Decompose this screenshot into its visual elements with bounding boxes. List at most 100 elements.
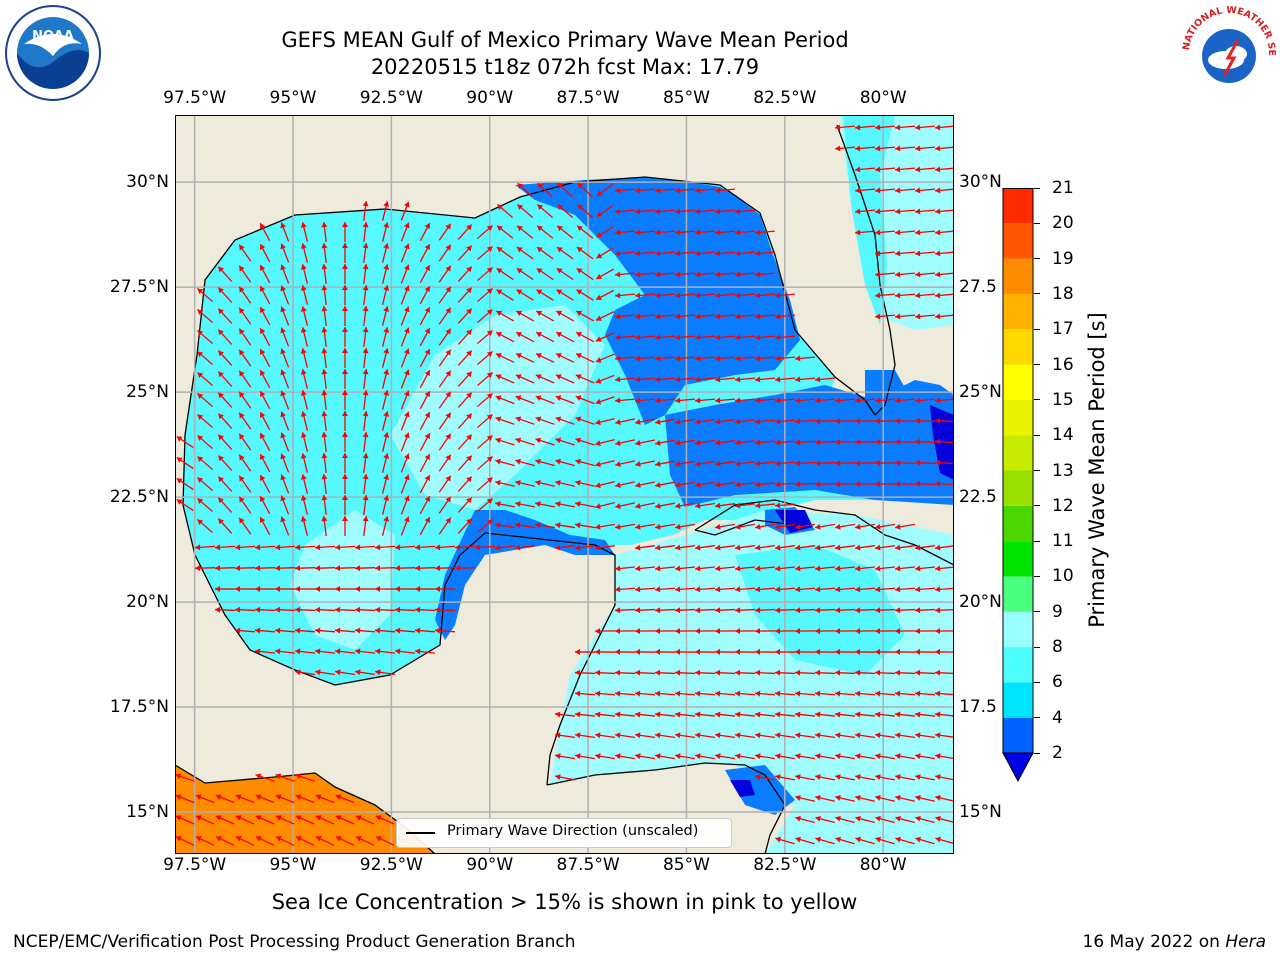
wave-arrow bbox=[400, 285, 410, 305]
wave-arrow bbox=[595, 460, 615, 468]
wave-arrow bbox=[457, 245, 473, 261]
wave-arrow bbox=[197, 455, 213, 471]
wave-arrow bbox=[595, 374, 615, 384]
wave-arrow bbox=[934, 313, 956, 320]
wave-arrow bbox=[635, 544, 655, 551]
wave-arrow bbox=[614, 397, 636, 404]
colorbar-tick-mark bbox=[1034, 505, 1040, 507]
wave-arrow bbox=[234, 565, 256, 572]
wave-arrow bbox=[414, 627, 436, 634]
footer-date: 16 May 2022 on Hera bbox=[1083, 932, 1267, 952]
wave-arrow bbox=[834, 397, 856, 404]
colorbar-tick-mark bbox=[1034, 540, 1040, 542]
wave-arrow bbox=[854, 439, 876, 446]
wave-arrow bbox=[595, 544, 615, 551]
wave-arrow bbox=[894, 565, 916, 572]
wave-arrow bbox=[715, 481, 735, 488]
wave-arrow bbox=[774, 439, 796, 446]
wave-arrow bbox=[934, 586, 956, 593]
pacific-water-17to18 bbox=[175, 765, 435, 854]
wave-arrow bbox=[914, 313, 936, 320]
wave-arrow bbox=[238, 517, 252, 535]
wave-arrow bbox=[381, 222, 390, 242]
wave-arrow bbox=[635, 523, 655, 530]
wave-arrow bbox=[834, 628, 856, 635]
wave-arrow bbox=[438, 349, 452, 367]
wave-arrow bbox=[235, 836, 255, 846]
wave-arrow bbox=[714, 229, 736, 236]
wave-arrow bbox=[217, 476, 233, 492]
wave-arrow bbox=[894, 229, 916, 236]
wave-arrow bbox=[914, 208, 936, 215]
wave-arrow bbox=[914, 438, 936, 445]
wave-arrow bbox=[774, 711, 796, 718]
wave-arrow bbox=[874, 124, 896, 131]
wave-arrow bbox=[515, 353, 535, 363]
lon-tick-bottom-4: 87.5°W bbox=[556, 855, 620, 875]
wave-arrow bbox=[394, 648, 416, 655]
wave-arrow bbox=[774, 669, 796, 676]
wave-arrow bbox=[634, 313, 656, 320]
wave-arrow bbox=[354, 648, 376, 655]
colorbar-cell bbox=[1003, 505, 1033, 542]
wave-arrow bbox=[419, 432, 431, 452]
wave-arrow bbox=[874, 586, 896, 593]
wave-arrow bbox=[854, 145, 876, 152]
wave-arrow bbox=[834, 439, 856, 446]
wave-arrow bbox=[754, 439, 776, 446]
wave-arrow bbox=[300, 264, 309, 284]
colorbar-tick-mark bbox=[1034, 399, 1040, 401]
wave-arrow bbox=[614, 648, 636, 655]
wave-arrow bbox=[535, 353, 555, 363]
wave-arrow bbox=[217, 434, 233, 450]
colorbar-tick-label: 17 bbox=[1052, 319, 1074, 340]
wave-arrow bbox=[516, 246, 534, 260]
wave-arrow bbox=[300, 348, 309, 368]
colorbar-tick-mark bbox=[1034, 717, 1040, 719]
wave-arrow bbox=[374, 565, 396, 572]
wave-arrow bbox=[321, 347, 328, 369]
colorbar-tick-label: 9 bbox=[1052, 601, 1063, 622]
wave-arrow bbox=[935, 794, 955, 802]
wave-arrow bbox=[654, 292, 676, 299]
wave-arrow bbox=[575, 331, 595, 343]
wave-arrow bbox=[438, 454, 452, 472]
wave-arrow bbox=[775, 774, 795, 781]
wave-arrow bbox=[575, 437, 595, 446]
wave-arrow bbox=[596, 183, 614, 197]
wave-arrow bbox=[238, 454, 252, 472]
wave-arrow bbox=[374, 606, 396, 613]
colorbar-tick-mark bbox=[1034, 646, 1040, 648]
wave-arrow bbox=[234, 585, 256, 592]
lon-tick-top-5: 85°W bbox=[662, 88, 710, 108]
colorbar-tick-label: 19 bbox=[1052, 248, 1074, 269]
wave-arrow bbox=[457, 308, 473, 324]
wave-arrow bbox=[914, 271, 936, 278]
wave-arrow bbox=[934, 397, 956, 404]
wave-arrow bbox=[734, 502, 756, 509]
wave-arrow bbox=[814, 376, 836, 383]
wave-arrow bbox=[238, 370, 252, 388]
wave-arrow bbox=[300, 222, 309, 242]
wave-arrow bbox=[238, 286, 252, 304]
wave-arrow bbox=[674, 292, 696, 299]
wave-arrow bbox=[614, 355, 636, 362]
wave-arrow bbox=[354, 627, 376, 634]
wave-arrow bbox=[694, 229, 716, 236]
wave-arrow bbox=[634, 628, 656, 635]
wave-arrow bbox=[814, 418, 836, 425]
wave-arrow bbox=[575, 732, 595, 739]
wave-arrow bbox=[238, 244, 252, 262]
wave-arrow bbox=[362, 347, 369, 369]
wave-arrow bbox=[495, 501, 515, 508]
wave-arrow bbox=[854, 607, 876, 614]
wave-arrow bbox=[438, 412, 452, 430]
wave-arrow bbox=[714, 250, 736, 257]
wave-arrow bbox=[314, 648, 336, 655]
wave-arrow bbox=[894, 124, 916, 131]
wave-arrow bbox=[934, 292, 956, 299]
wave-arrow bbox=[754, 229, 776, 236]
wave-arrow bbox=[515, 374, 535, 384]
wave-arrow bbox=[334, 585, 356, 592]
wave-arrow bbox=[715, 439, 735, 446]
